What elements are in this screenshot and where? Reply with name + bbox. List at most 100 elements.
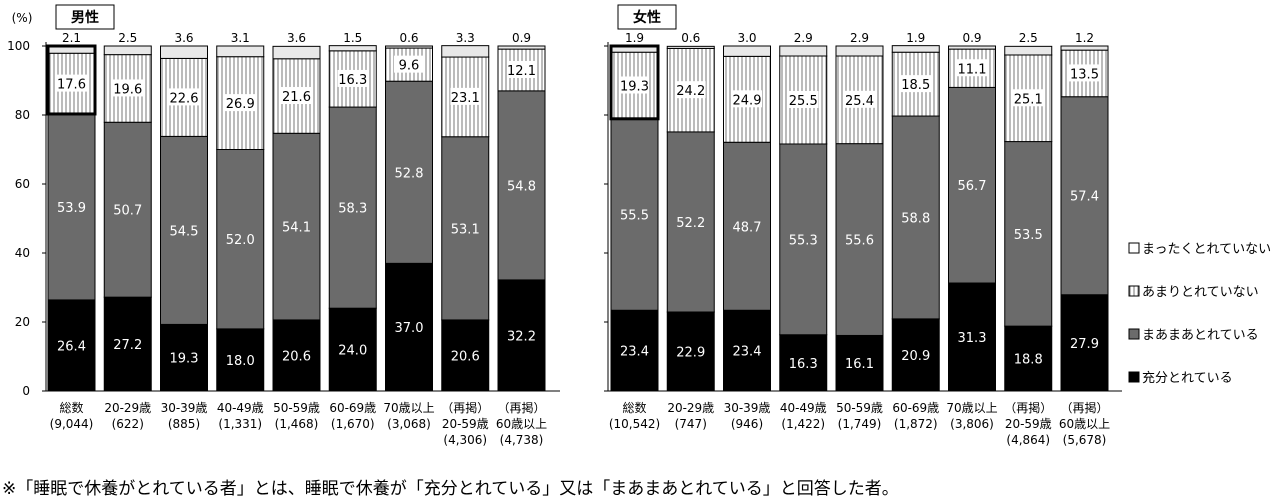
data-label: 52.8 xyxy=(395,166,424,181)
data-label: 53.9 xyxy=(57,201,86,216)
bar-segment xyxy=(666,131,715,313)
data-label: 22.9 xyxy=(676,345,705,360)
bar-segment xyxy=(779,143,828,336)
panel-title-box xyxy=(617,4,677,30)
data-label: 0.6 xyxy=(681,31,700,45)
data-label-bg xyxy=(56,74,87,92)
x-tick-sample-size: (4,306) xyxy=(443,433,487,447)
x-tick-label: 20-59歳 xyxy=(1005,417,1052,431)
data-label: 24.2 xyxy=(676,84,705,99)
data-label: 58.8 xyxy=(901,211,930,226)
x-tick-label: 60歳以上 xyxy=(496,417,547,431)
data-label-bg xyxy=(394,55,424,73)
data-label: 25.4 xyxy=(845,94,874,109)
y-tick-label: 0 xyxy=(22,384,30,398)
x-tick-label: 50-59歳 xyxy=(273,401,320,415)
data-label: 26.4 xyxy=(57,339,86,354)
bar-segment xyxy=(328,307,377,392)
legend-swatch xyxy=(1128,242,1140,254)
data-label: 16.1 xyxy=(845,357,874,372)
data-label: 50.7 xyxy=(113,204,142,219)
data-label: 11.1 xyxy=(958,62,987,77)
x-tick-label: 60-69歳 xyxy=(892,401,939,415)
data-label: 20.9 xyxy=(901,349,930,364)
data-label: 23.4 xyxy=(733,345,762,360)
data-label: 52.2 xyxy=(676,216,705,231)
x-tick-label: （再掲） xyxy=(1060,400,1108,415)
x-tick-label: 20-59歳 xyxy=(442,417,489,431)
bar-segment xyxy=(441,136,490,321)
bar-segment xyxy=(497,90,546,281)
data-label: 20.6 xyxy=(282,349,311,364)
data-label-bg xyxy=(619,76,650,94)
bar-segment xyxy=(103,296,152,392)
data-label: 54.5 xyxy=(170,224,199,239)
data-label-bg xyxy=(169,88,199,106)
data-label: 37.0 xyxy=(395,321,424,336)
bar-segment xyxy=(1004,54,1053,143)
data-label: 54.1 xyxy=(282,221,311,236)
bar-segment xyxy=(328,45,377,52)
data-label: 19.6 xyxy=(113,82,142,97)
data-label: 21.6 xyxy=(282,90,311,105)
x-tick-sample-size: (1,872) xyxy=(894,417,938,431)
bar-segment xyxy=(891,45,940,53)
data-label-bg xyxy=(506,60,537,78)
data-label: 26.9 xyxy=(226,97,255,112)
x-tick-sample-size: (1,422) xyxy=(781,417,825,431)
x-tick-label: 30-39歳 xyxy=(161,401,208,415)
x-tick-sample-size: (946) xyxy=(731,417,763,431)
footnote: ※「睡眠で休養がとれている者」とは、睡眠で休養が「充分とれている」又は「まあまあ… xyxy=(2,479,899,499)
data-label: 27.2 xyxy=(113,338,142,353)
bar-segment xyxy=(610,118,659,311)
data-label: 31.3 xyxy=(958,331,987,346)
data-label: 9.6 xyxy=(399,59,420,74)
bar-segment xyxy=(666,45,715,49)
data-label: 56.7 xyxy=(958,179,987,194)
data-label: 2.1 xyxy=(62,31,81,45)
data-label: 16.3 xyxy=(789,357,818,372)
bar-segment xyxy=(385,80,433,264)
x-tick-label: 70歳以上 xyxy=(383,401,434,415)
x-tick-sample-size: (747) xyxy=(675,417,707,431)
x-tick-label: 40-49歳 xyxy=(780,401,827,415)
x-tick-label: 総数 xyxy=(59,400,83,415)
x-tick-label: 20-29歳 xyxy=(104,401,151,415)
bar-segment xyxy=(160,135,208,325)
bar-segment xyxy=(1004,141,1053,327)
panel-title-box xyxy=(55,4,115,30)
data-label: 3.0 xyxy=(737,31,756,45)
data-label: 25.1 xyxy=(1014,92,1043,107)
data-label: 18.8 xyxy=(1014,353,1043,368)
x-tick-label: （再掲） xyxy=(1004,400,1052,415)
data-label: 3.6 xyxy=(287,31,306,45)
legend-label: まあまあとれている xyxy=(1142,328,1259,343)
data-label: 25.5 xyxy=(789,94,818,109)
data-label-bg xyxy=(225,94,256,112)
data-label: 3.6 xyxy=(174,31,193,45)
bar-segment xyxy=(891,115,940,320)
data-label: 2.9 xyxy=(794,31,813,45)
data-label: 23.1 xyxy=(451,91,480,106)
x-tick-sample-size: (4,864) xyxy=(1006,433,1050,447)
data-label: 53.5 xyxy=(1014,228,1043,243)
data-label: 18.5 xyxy=(901,78,930,93)
panel-title: 男性 xyxy=(71,9,99,26)
bar-segment xyxy=(441,45,490,58)
data-label-bg xyxy=(788,90,819,108)
x-tick-label: （再掲） xyxy=(497,400,545,415)
data-label-bg xyxy=(957,59,987,77)
data-label: 3.1 xyxy=(231,31,250,45)
x-tick-label: （再掲） xyxy=(441,400,489,415)
bar-segment xyxy=(216,149,265,330)
data-label: 12.1 xyxy=(507,64,536,79)
data-label: 20.6 xyxy=(451,349,480,364)
legend-swatch xyxy=(1128,328,1140,340)
data-label: 52.0 xyxy=(226,233,255,248)
data-label: 18.0 xyxy=(226,354,255,369)
bar-segment xyxy=(610,309,659,392)
bar-segment xyxy=(328,106,377,309)
data-label: 27.9 xyxy=(1070,337,1099,352)
data-label: 19.3 xyxy=(620,80,649,95)
bar-segment xyxy=(835,45,884,57)
